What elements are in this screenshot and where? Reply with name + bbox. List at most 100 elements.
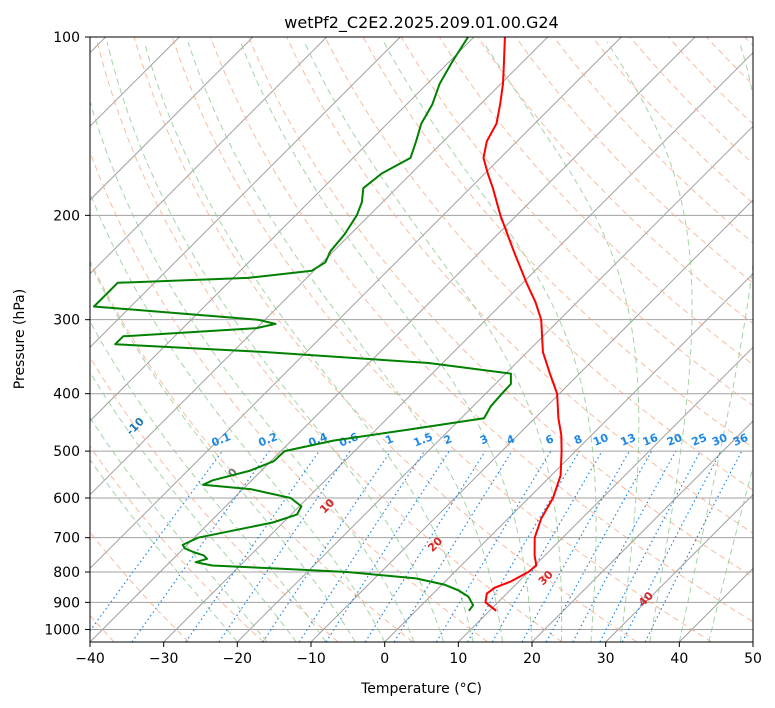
moist-adiabat-line xyxy=(90,320,327,642)
isotherm-line xyxy=(90,37,622,570)
y-tick-label: 900 xyxy=(53,595,80,611)
moist-adiabat-line xyxy=(90,458,238,642)
x-tick-label: 20 xyxy=(523,651,541,667)
moist-adiabat-line xyxy=(90,371,297,642)
moist-adiabat-line xyxy=(383,41,597,642)
mixing-ratio-line xyxy=(364,450,486,642)
moist-adiabat-line xyxy=(304,41,563,642)
dry-adiabat-line xyxy=(591,37,753,204)
mixing-ratio-line xyxy=(298,450,425,642)
mixing-ratio-label: 13 xyxy=(619,431,638,449)
y-tick-label: 100 xyxy=(53,30,80,46)
dry-adiabats xyxy=(90,37,753,642)
dry-adiabat-line xyxy=(400,37,753,407)
mixing-ratio-line xyxy=(572,450,677,642)
moist-adiabat-line xyxy=(678,41,753,642)
dry-adiabat-line xyxy=(515,37,753,284)
isotherm-line xyxy=(90,37,549,496)
isotherm-line xyxy=(457,346,753,642)
y-tick-label: 1000 xyxy=(44,622,80,638)
y-tick-label: 300 xyxy=(53,313,80,329)
isotherm-line xyxy=(531,420,753,642)
dry-adiabat-line xyxy=(133,37,638,642)
y-tick-label: 500 xyxy=(53,444,80,460)
mixing-ratio-label: 2 xyxy=(442,432,454,447)
mixing-ratio-line xyxy=(90,450,223,632)
x-axis-label: Temperature (°C) xyxy=(360,681,482,697)
mixing-ratio-label: 25 xyxy=(690,431,709,449)
dry-adiabat-line xyxy=(210,37,753,623)
sounding-traces xyxy=(93,37,563,612)
mixing-ratio-line xyxy=(545,450,653,642)
moist-adiabat-line xyxy=(143,41,474,642)
x-tick-label: 40 xyxy=(670,651,688,667)
mixing-ratio-line xyxy=(325,450,450,642)
isotherm-line xyxy=(90,37,254,201)
mixing-ratio-line xyxy=(491,450,603,642)
moist-adiabat-line xyxy=(106,41,445,642)
x-tick-label: −40 xyxy=(75,651,105,667)
x-tick-label: −20 xyxy=(223,651,253,667)
dry-adiabat-line xyxy=(95,37,563,642)
mixing-ratio-label: 1 xyxy=(383,432,395,447)
plot-area: 0.10.20.40.611.52346810131620253036-100-… xyxy=(90,37,753,642)
y-tick-label: 200 xyxy=(53,208,80,224)
mixing-ratio-label: 20 xyxy=(665,431,684,449)
mixing-ratio-line xyxy=(131,450,270,642)
mixing-ratio-line xyxy=(466,450,580,642)
mixing-ratio-label: 16 xyxy=(641,431,660,449)
y-tick-label: 700 xyxy=(53,531,80,547)
y-axis-label: Pressure (hPa) xyxy=(12,289,28,389)
x-tick-label: 30 xyxy=(597,651,615,667)
isotherm-line xyxy=(163,51,753,642)
isotherm-line xyxy=(90,37,401,349)
dry-adiabat-line xyxy=(90,445,264,642)
moist-adiabat-line xyxy=(606,41,693,642)
dry-adiabat-line xyxy=(477,37,753,325)
mixing-ratio-line xyxy=(185,450,320,642)
isotherm-line xyxy=(236,125,753,642)
mixing-ratio-label: 8 xyxy=(572,432,584,447)
mixing-ratio-line xyxy=(521,450,631,642)
moist-adiabat-line xyxy=(187,41,503,642)
mixing-ratio-label: 3 xyxy=(478,432,490,447)
mixing-ratio-label: 10 xyxy=(591,431,610,449)
dry-adiabat-line xyxy=(362,37,753,449)
dry-adiabat-line xyxy=(248,37,753,578)
moist-adiabat-line xyxy=(90,99,415,642)
mixing-ratio-label: 30 xyxy=(710,431,729,449)
moist-adiabat-line xyxy=(240,41,533,642)
moist-adiabats xyxy=(90,41,753,642)
dry-adiabat-line xyxy=(171,37,712,642)
dry-adiabat-line xyxy=(324,37,753,491)
y-tick-label: 600 xyxy=(53,491,80,507)
x-tick-label: 0 xyxy=(380,651,389,667)
y-tick-label: 800 xyxy=(53,565,80,581)
x-tick-label: 50 xyxy=(744,651,762,667)
y-axis-ticks: 100 200 300 400 500 600 700 800 900 1000 xyxy=(44,30,90,638)
isotherm-line xyxy=(605,493,753,642)
mixing-ratio-label: 36 xyxy=(731,431,750,449)
x-tick-label: −10 xyxy=(296,651,326,667)
x-tick-label: −30 xyxy=(149,651,179,667)
dry-adiabat-line xyxy=(629,37,753,165)
chart-title: wetPf2_C2E2.2025.209.01.00.G24 xyxy=(284,13,558,33)
plot-frame xyxy=(89,36,754,643)
temperature-trace xyxy=(482,37,563,612)
mixing-ratio-line xyxy=(393,450,513,642)
isotherm-line xyxy=(384,272,753,642)
x-axis-ticks: −40 −30 −20 −10 0 10 20 30 40 50 xyxy=(75,642,762,667)
dry-adiabat-line xyxy=(90,259,414,642)
moist-adiabat-line xyxy=(708,465,753,642)
isotherm-line xyxy=(90,37,328,275)
isotherm-line xyxy=(90,37,475,422)
y-tick-label: 400 xyxy=(53,387,80,403)
mixing-ratio-line xyxy=(435,450,552,642)
x-tick-label: 10 xyxy=(449,651,467,667)
dewpoint-trace xyxy=(93,37,512,612)
mixing-ratio-lines xyxy=(90,450,743,642)
moist-adiabat-line xyxy=(482,41,640,642)
moist-adiabat-line xyxy=(90,416,268,642)
